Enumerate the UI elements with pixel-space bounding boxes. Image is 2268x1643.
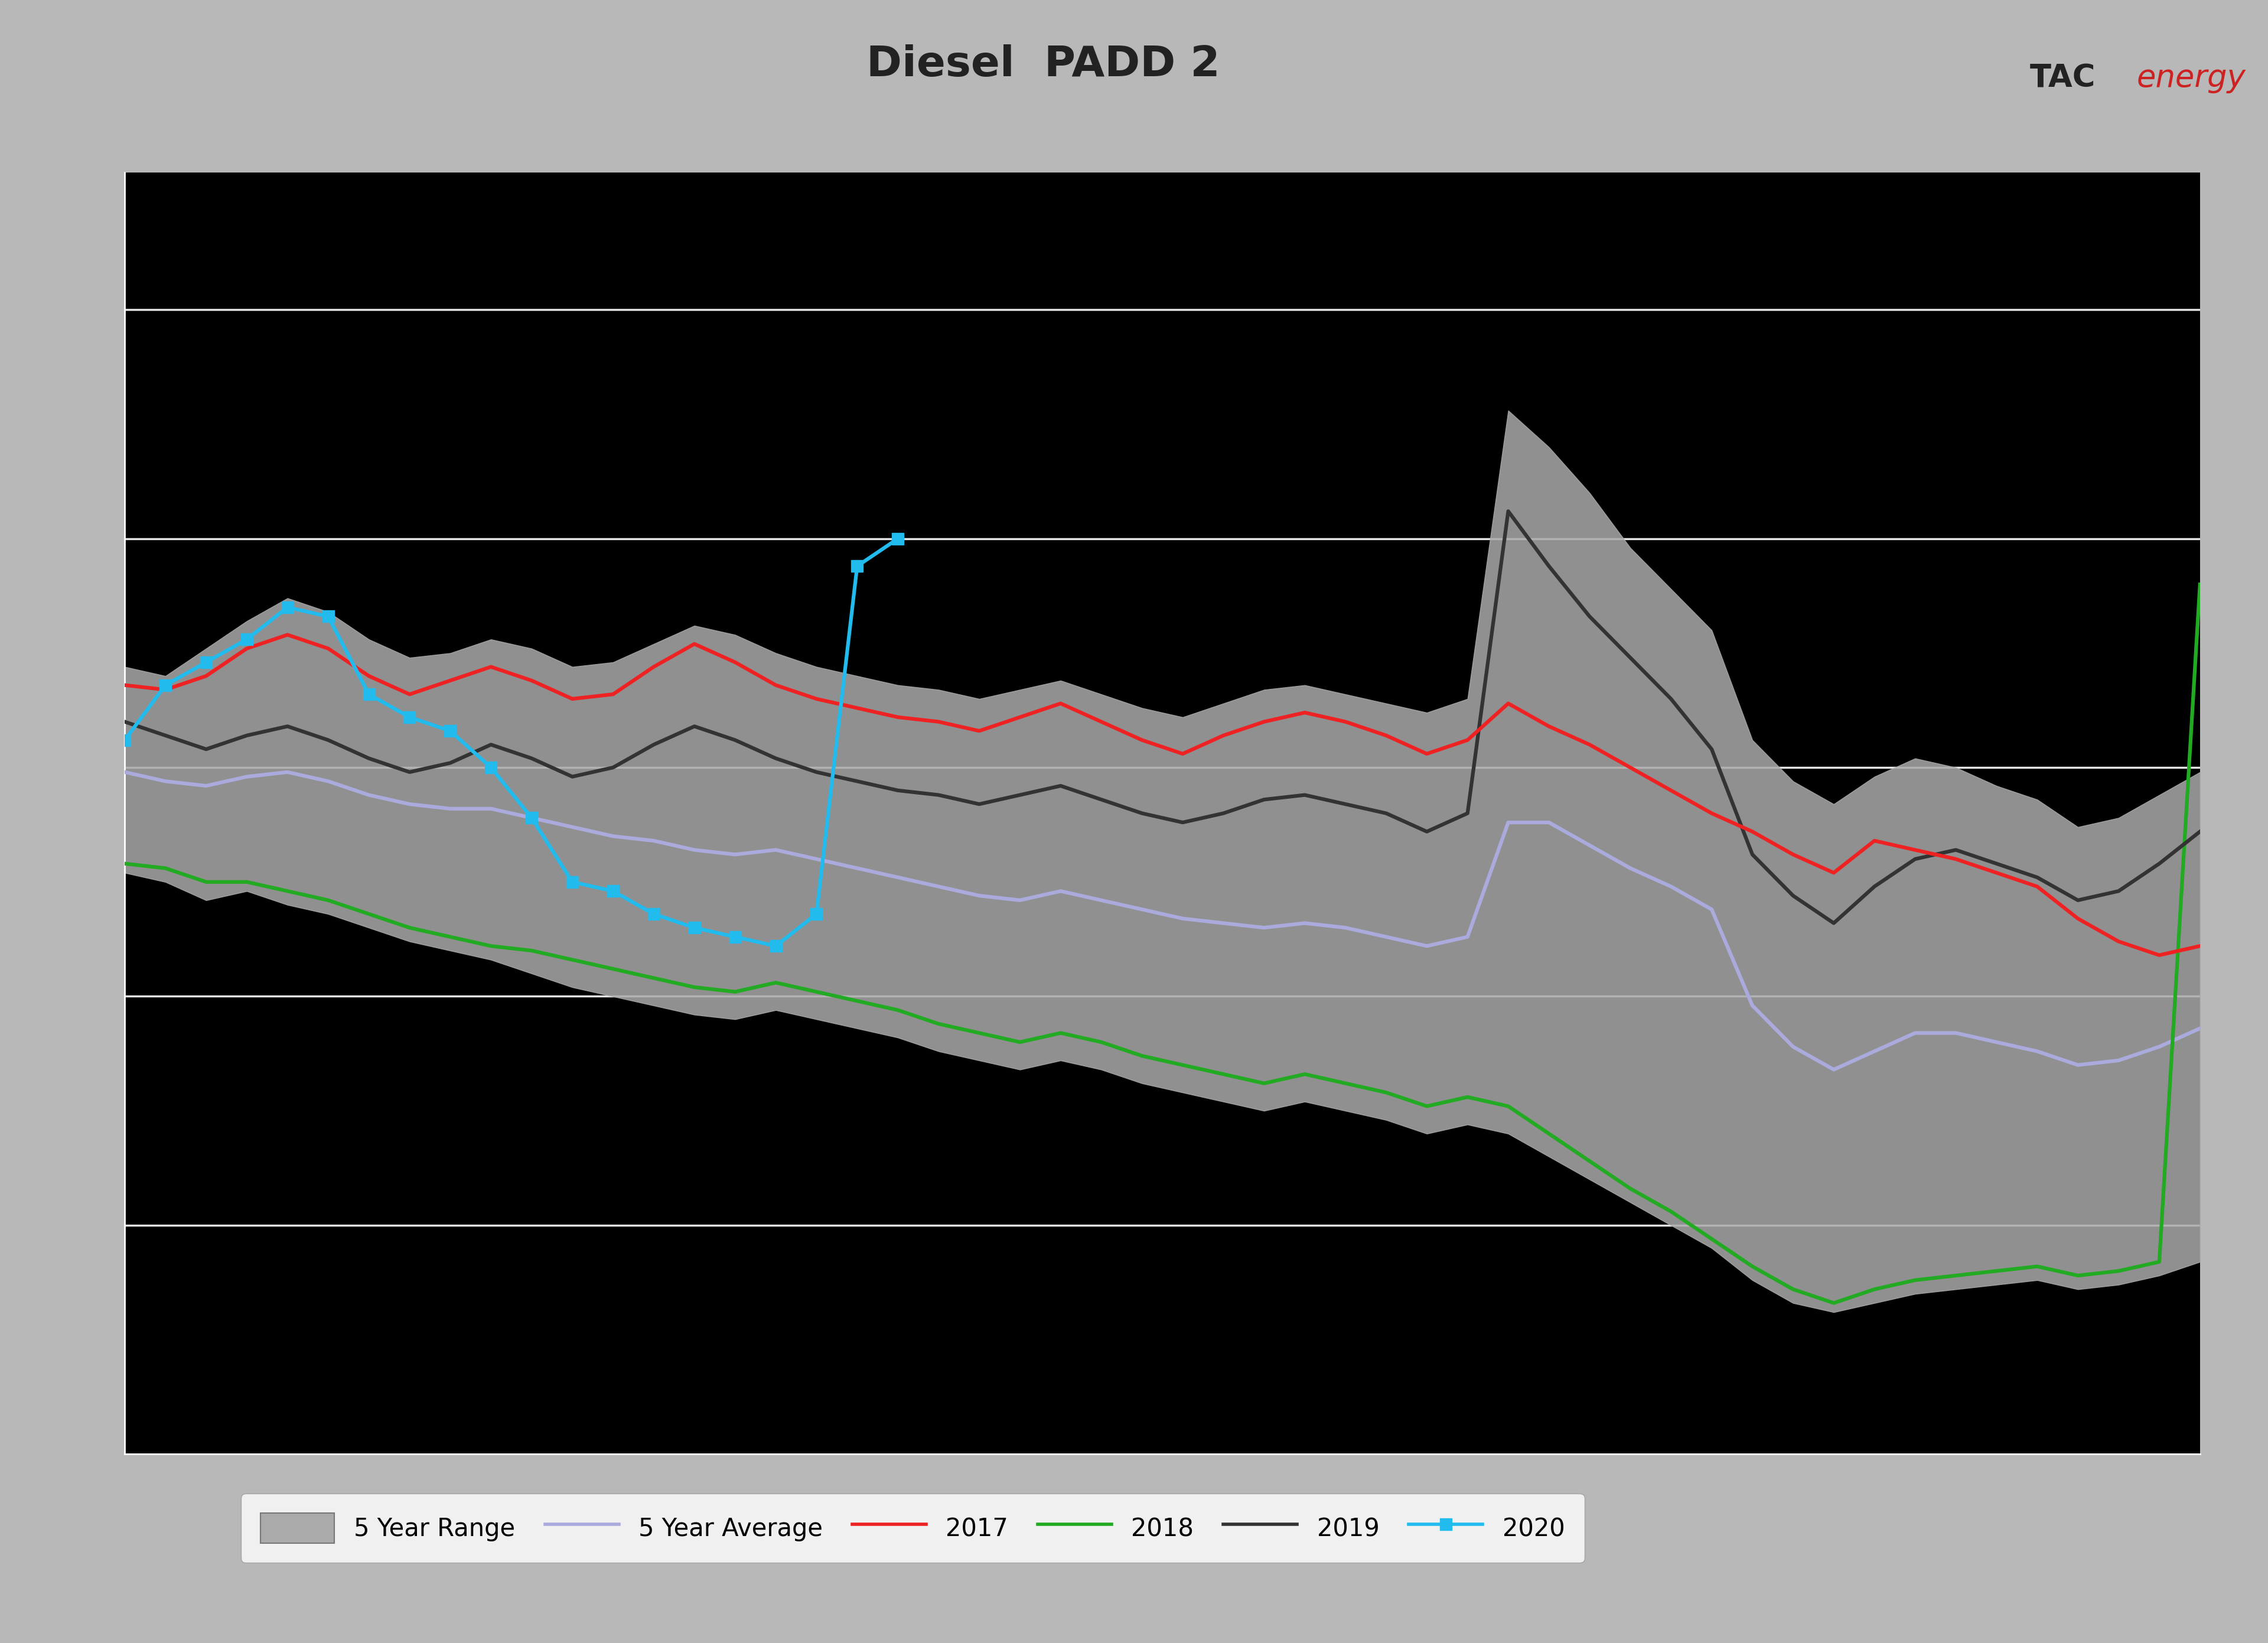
Legend: 5 Year Range, 5 Year Average, 2017, 2018, 2019, 2020: 5 Year Range, 5 Year Average, 2017, 2018… — [240, 1493, 1585, 1562]
Text: energy: energy — [2136, 62, 2245, 94]
Text: Diesel  PADD 2: Diesel PADD 2 — [866, 44, 1220, 85]
Text: TAC: TAC — [2030, 62, 2096, 94]
